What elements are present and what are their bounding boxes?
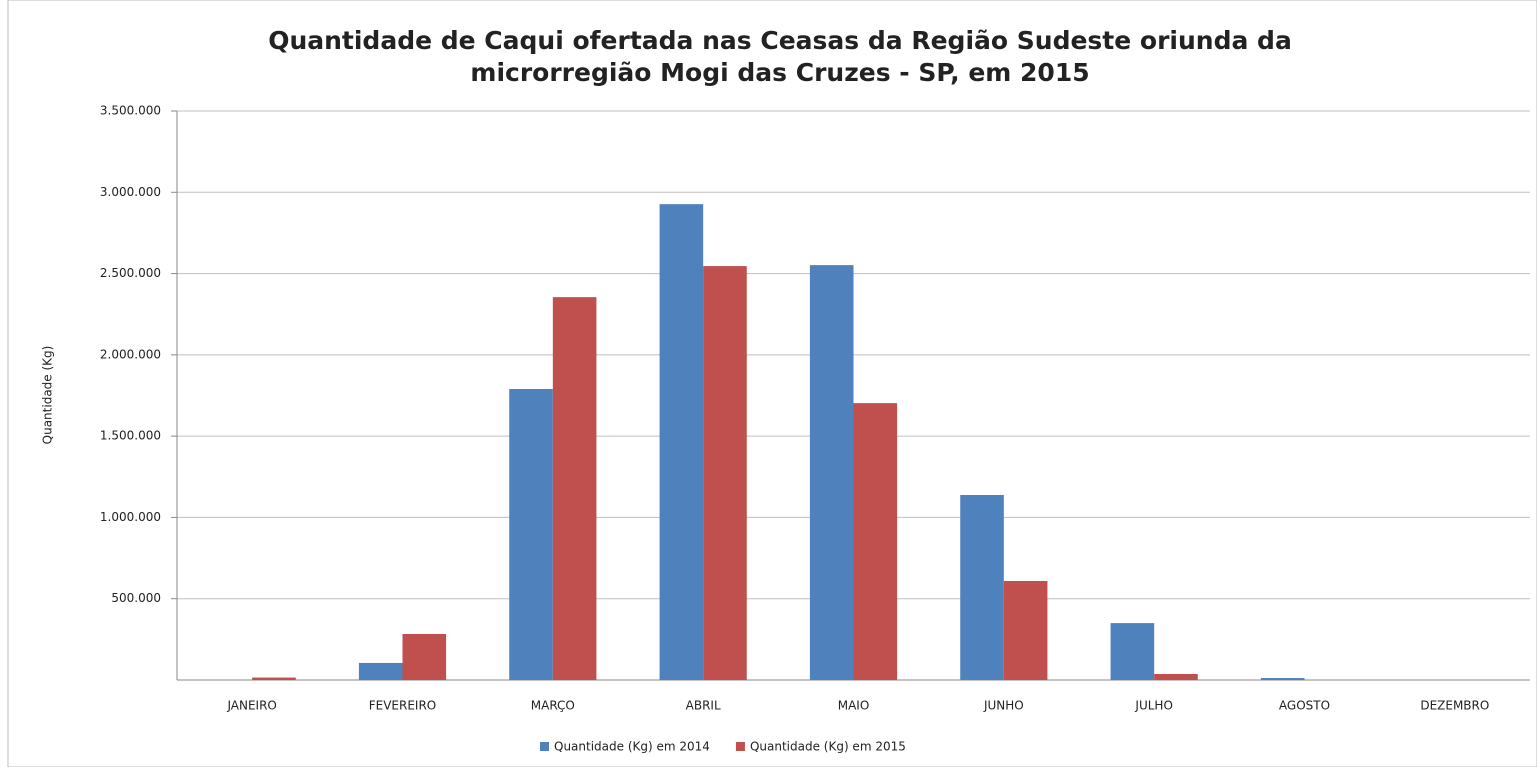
x-tick-label: JANEIRO [226, 699, 276, 713]
bar [1110, 623, 1155, 680]
y-tick-label: 2.500.000 [100, 266, 161, 280]
bar [809, 265, 854, 680]
x-tick-label: MAIO [838, 699, 870, 713]
y-tick-label: 1.500.000 [100, 429, 161, 443]
x-tick-label: DEZEMBRO [1420, 699, 1489, 713]
bar [1260, 678, 1305, 680]
x-tick-label: JUNHO [983, 699, 1024, 713]
bar [252, 677, 296, 680]
bar [1003, 580, 1048, 680]
x-tick-label: FEVEREIRO [369, 699, 437, 713]
x-tick-label: MARÇO [531, 699, 575, 713]
x-tick-label: ABRIL [686, 699, 721, 713]
bar [960, 494, 1004, 680]
chart-title: Quantidade de Caqui ofertada nas Ceasas … [268, 26, 1292, 55]
y-tick-label: 3.000.000 [100, 185, 161, 199]
chart-frame [7, 0, 1537, 767]
y-tick-label: 3.500.000 [100, 104, 161, 118]
legend-swatch [735, 742, 745, 751]
x-tick-label: JULHO [1134, 699, 1172, 713]
legend-label: Quantidade (Kg) em 2014 [554, 740, 710, 754]
bar [853, 403, 898, 680]
bar [402, 633, 447, 680]
bar [659, 204, 704, 680]
bar [358, 662, 403, 680]
y-tick-label: 2.000.000 [100, 347, 161, 361]
legend-label: Quantidade (Kg) em 2015 [750, 740, 906, 754]
bar [509, 388, 553, 680]
y-axis-label: Quantidade (Kg) [41, 346, 55, 445]
y-tick-label: 1.000.000 [100, 510, 161, 524]
y-tick-label: 500.000 [111, 591, 161, 605]
bar [703, 266, 747, 680]
chart-title: microrregião Mogi das Cruzes - SP, em 20… [470, 58, 1089, 87]
x-tick-label: AGOSTO [1279, 699, 1330, 713]
bar [1154, 673, 1198, 680]
legend-swatch [540, 742, 549, 751]
bar [552, 297, 597, 680]
